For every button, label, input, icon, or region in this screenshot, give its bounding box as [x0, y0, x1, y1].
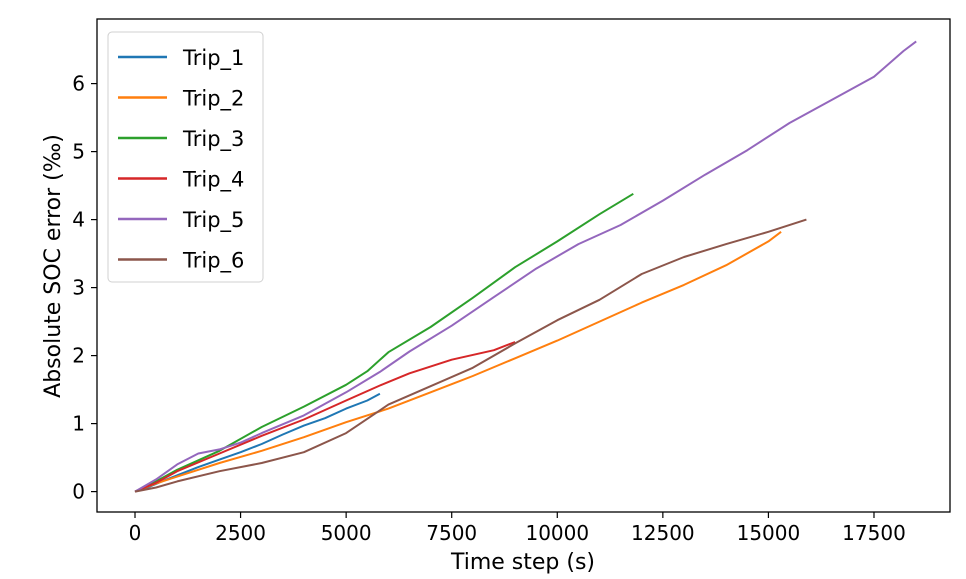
- plot-area: [134, 40, 917, 493]
- legend-label: Trip_6: [182, 249, 244, 274]
- y-tick-label: 0: [72, 480, 85, 504]
- legend: Trip_1 Trip_2 Trip_3 Trip_4 Trip_5 Trip_6: [107, 31, 264, 283]
- y-tick-label: 4: [72, 208, 85, 232]
- x-tick-label: 0: [129, 521, 142, 545]
- x-tick-label: 12500: [631, 521, 695, 545]
- plot-frame: [96, 18, 951, 513]
- series-line-trip-6: [134, 218, 807, 493]
- legend-label: Trip_1: [182, 46, 244, 71]
- series-line-trip-4: [134, 341, 516, 493]
- series-line-trip-5: [134, 40, 917, 493]
- legend-label: Trip_3: [182, 127, 244, 152]
- x-tick-label: 5000: [321, 521, 372, 545]
- y-tick-label: 6: [72, 72, 85, 96]
- series-line-trip-3: [134, 192, 634, 493]
- x-axis-label: Time step (s): [450, 550, 595, 575]
- legend-label: Trip_5: [182, 208, 244, 233]
- x-tick-label: 2500: [215, 521, 266, 545]
- x-tick-label: 17500: [842, 521, 906, 545]
- legend-label: Trip_4: [182, 168, 244, 193]
- y-tick-label: 3: [72, 276, 85, 300]
- x-tick-label: 7500: [426, 521, 477, 545]
- y-axis: 0 1 2 3 4 5 6: [72, 72, 97, 504]
- x-tick-label: 15000: [737, 521, 801, 545]
- series-line-trip-2: [134, 231, 782, 493]
- y-axis-label: Absolute SOC error (‰): [41, 134, 66, 398]
- legend-label: Trip_2: [182, 87, 244, 112]
- y-tick-label: 5: [72, 140, 85, 164]
- x-tick-label: 10000: [525, 521, 589, 545]
- x-axis: 0 2500 5000 7500 10000 12500 15000 17500: [129, 512, 906, 545]
- y-tick-label: 1: [72, 412, 85, 436]
- series-line-trip-1: [134, 392, 381, 493]
- y-tick-label: 2: [72, 344, 85, 368]
